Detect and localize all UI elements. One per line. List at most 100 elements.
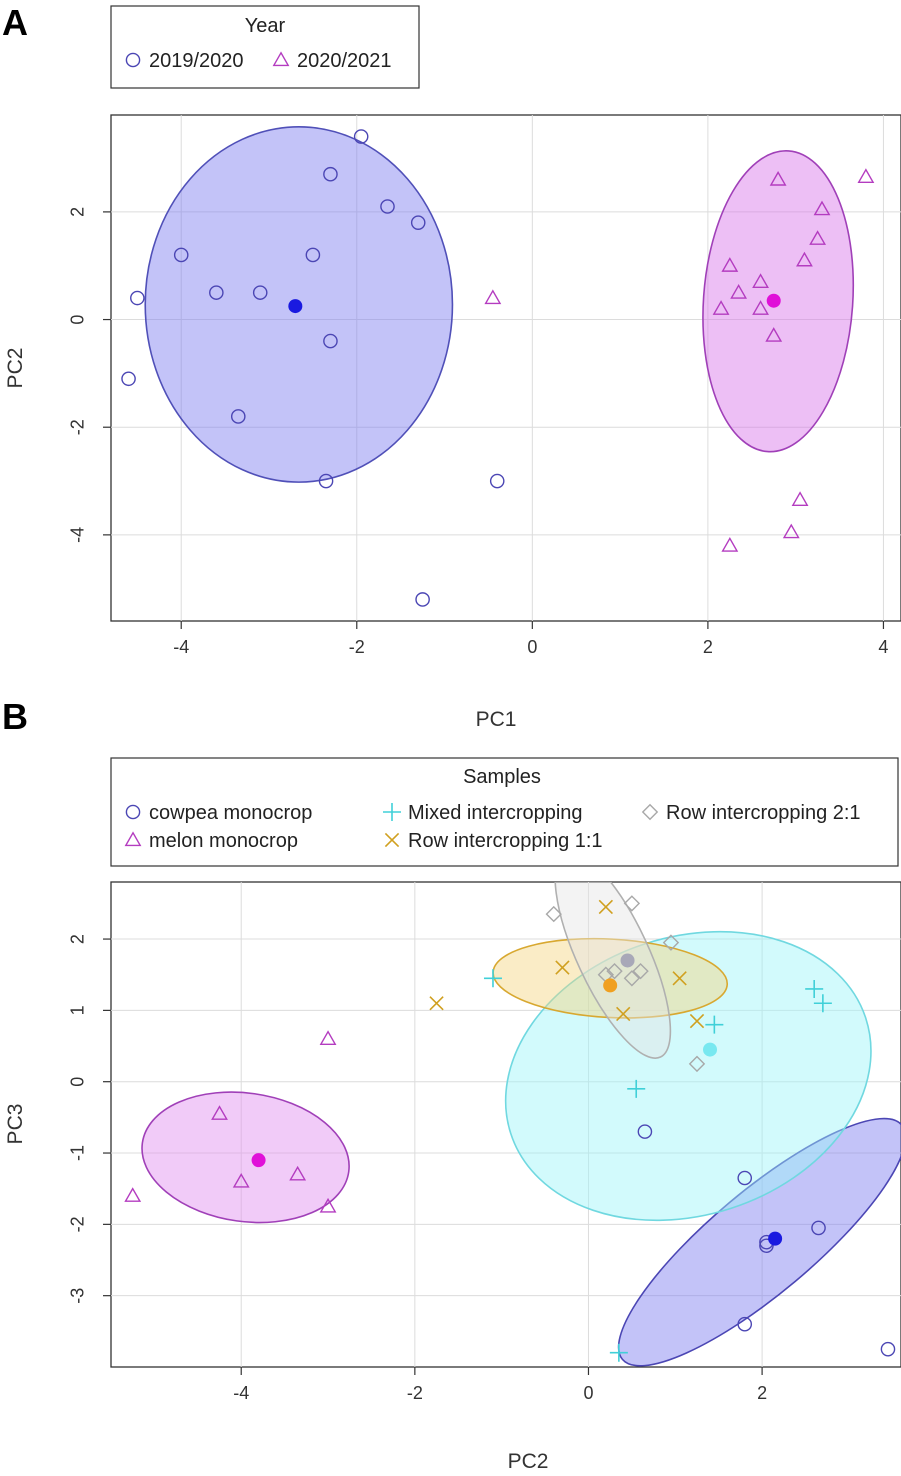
- data-point: [737, 1170, 753, 1186]
- y-tick-label: -2: [68, 419, 88, 435]
- y-tick-label: -1: [68, 1145, 88, 1161]
- legend-year: Year 2019/2020 2020/2021: [110, 5, 420, 89]
- confidence-ellipse: [554, 882, 672, 1059]
- data-point: [410, 215, 426, 230]
- data-point: [484, 289, 502, 305]
- data-point: [769, 170, 787, 186]
- data-point: [662, 934, 680, 951]
- data-point: [811, 1220, 826, 1236]
- data-point: [623, 970, 641, 987]
- data-point: [319, 1030, 337, 1046]
- data-point: [353, 129, 369, 144]
- data-point: [688, 1055, 706, 1073]
- data-point: [752, 273, 769, 288]
- y-tick-label: 1: [68, 1005, 88, 1015]
- confidence-ellipse: [617, 1117, 901, 1367]
- x-tick-label: -4: [233, 1383, 249, 1403]
- data-point: [721, 537, 739, 552]
- y-tick-label: 0: [68, 1077, 88, 1087]
- panel-label-b: B: [2, 696, 28, 737]
- data-point: [230, 409, 246, 424]
- data-point: [252, 285, 268, 300]
- x-tick-label: -4: [173, 637, 189, 657]
- legend-marker: [641, 803, 659, 821]
- data-point: [545, 905, 562, 923]
- data-point: [759, 1238, 774, 1254]
- data-point: [782, 523, 800, 539]
- y-tick-label: 2: [68, 207, 88, 217]
- legend-box: [110, 5, 420, 89]
- y-tick-label: -4: [68, 527, 88, 543]
- legend-marker: [384, 832, 400, 848]
- data-point: [130, 290, 145, 306]
- data-point: [415, 592, 430, 607]
- data-point: [305, 247, 321, 263]
- data-point: [211, 1105, 228, 1120]
- legend-marker: [124, 831, 142, 847]
- y-axis-label-b: PC3: [4, 1104, 27, 1145]
- legend-label: Row intercropping 2:1: [666, 802, 861, 824]
- legend-samples: Samples cowpea monocrop melon monocrop Mix…: [110, 757, 899, 867]
- data-point: [737, 1316, 753, 1332]
- data-point: [121, 371, 136, 387]
- x-tick-label: -2: [349, 637, 365, 657]
- centroid-point: [703, 1042, 718, 1057]
- plot-area-b: [110, 881, 901, 1368]
- legend-marker: [125, 52, 141, 68]
- legend-box: [110, 757, 899, 867]
- x-tick-label: 2: [703, 637, 713, 657]
- y-tick-label: -3: [68, 1288, 88, 1304]
- data-point: [705, 1015, 724, 1034]
- data-point: [616, 1006, 631, 1022]
- data-point: [173, 247, 189, 263]
- data-point: [319, 1197, 337, 1213]
- confidence-ellipse: [504, 930, 872, 1222]
- data-point: [632, 962, 649, 980]
- data-point: [318, 473, 334, 489]
- legend-label: melon monocrop: [149, 830, 298, 852]
- centroid-point: [288, 299, 303, 314]
- data-point: [606, 962, 623, 980]
- data-point: [627, 1079, 646, 1098]
- legend-label: Row intercropping 1:1: [408, 830, 603, 852]
- data-point: [323, 333, 338, 349]
- y-tick-label: -2: [68, 1216, 88, 1232]
- y-tick-label: 2: [68, 934, 88, 944]
- x-tick-label: 4: [878, 637, 888, 657]
- data-point: [555, 960, 570, 975]
- legend-marker: [125, 804, 141, 820]
- pca-chart-b: Samples cowpea monocrop melon monocrop Mix…: [4, 757, 901, 1473]
- legend-title: Year: [245, 15, 286, 37]
- centroid-point: [620, 953, 635, 968]
- centroid-point: [766, 293, 781, 308]
- data-point: [805, 979, 824, 998]
- legend-label: 2020/2021: [297, 50, 392, 72]
- legend-title: Samples: [463, 766, 541, 788]
- data-point: [857, 168, 875, 184]
- legend-label: cowpea monocrop: [149, 802, 312, 824]
- data-point: [609, 1343, 628, 1362]
- data-point: [209, 285, 224, 300]
- plot-area-a: [110, 114, 901, 622]
- y-tick-label: 0: [68, 315, 88, 325]
- y-axis-label-a: PC2: [4, 348, 27, 389]
- x-tick-label: 0: [527, 637, 537, 657]
- data-point: [813, 200, 831, 216]
- legend-label: 2019/2020: [149, 50, 244, 72]
- data-point: [623, 895, 641, 912]
- x-tick-label: 2: [757, 1383, 767, 1403]
- confidence-ellipse: [141, 1091, 350, 1224]
- x-axis-label-a: PC1: [476, 708, 517, 731]
- data-point: [323, 166, 338, 182]
- data-point: [765, 327, 783, 342]
- centroid-point: [251, 1153, 266, 1168]
- data-point: [730, 284, 748, 299]
- data-point: [791, 491, 809, 506]
- x-tick-label: -2: [407, 1383, 423, 1403]
- legend-marker: [383, 803, 401, 821]
- data-point: [809, 230, 827, 245]
- data-point: [598, 899, 614, 915]
- data-point: [483, 969, 502, 988]
- data-point: [380, 199, 395, 214]
- centroid-point: [603, 978, 618, 993]
